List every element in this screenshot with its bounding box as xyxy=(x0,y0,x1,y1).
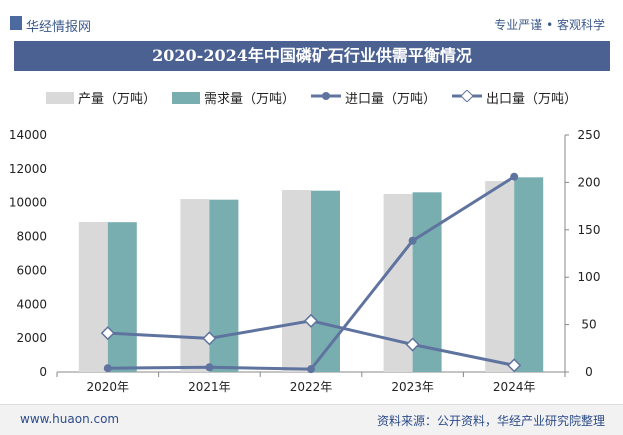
bar-production xyxy=(485,181,515,372)
legend: 产量（万吨） 需求量（万吨） 进口量（万吨） 出口量（万吨） xyxy=(0,88,623,107)
footer: www.huaon.com 资料来源：公开资料，华经产业研究院整理 xyxy=(0,404,623,435)
import-point xyxy=(103,364,112,373)
bar-production xyxy=(282,190,311,372)
right-tick-label: 100 xyxy=(578,270,601,284)
header: 华经情报网 专业严谨 • 客观科学 xyxy=(0,0,623,40)
legend-swatch xyxy=(171,91,200,104)
export-point xyxy=(507,358,522,373)
x-tick-label: 2024年 xyxy=(493,380,536,394)
bar-demand xyxy=(107,222,137,372)
bar-demand xyxy=(412,192,442,372)
x-tick-label: 2022年 xyxy=(290,380,333,394)
left-tick-label: 14000 xyxy=(9,128,47,142)
legend-label: 产量（万吨） xyxy=(77,92,156,107)
slogan: 专业严谨 • 客观科学 xyxy=(494,18,605,32)
export-point xyxy=(405,337,420,352)
left-tick-label: 0 xyxy=(39,365,47,379)
logo-icon xyxy=(10,16,22,30)
legend-item: 出口量（万吨） xyxy=(452,88,577,107)
right-tick-label: 50 xyxy=(581,318,596,332)
left-tick-label: 4000 xyxy=(16,297,47,311)
legend-item: 需求量（万吨） xyxy=(171,88,295,107)
left-tick-label: 12000 xyxy=(9,162,47,176)
right-tick-label: 0 xyxy=(585,365,593,379)
left-tick-label: 2000 xyxy=(16,331,47,345)
bar-demand xyxy=(209,199,239,372)
import-point xyxy=(205,363,214,372)
right-tick-label: 150 xyxy=(578,223,601,237)
bar-demand xyxy=(311,190,340,372)
footer-source: 资料来源：公开资料，华经产业研究院整理 xyxy=(376,414,605,428)
export-point xyxy=(202,331,217,346)
x-tick-label: 2023年 xyxy=(391,380,434,394)
legend-label: 进口量（万吨） xyxy=(345,92,437,107)
export-point xyxy=(100,326,115,341)
import-point xyxy=(408,236,417,245)
chart-svg: 0 2000 4000 6000 8000 10000 12000 14000 0 50 100 15… xyxy=(9,128,601,394)
chart-title: 2020-2024年中国磷矿石行业供需平衡情况 xyxy=(14,41,610,71)
left-tick-label: 8000 xyxy=(16,230,47,244)
x-tick-label: 2020年 xyxy=(87,380,130,394)
bar-demand xyxy=(514,177,544,372)
legend-swatch xyxy=(311,90,341,106)
footer-url[interactable]: www.huaon.com xyxy=(20,412,120,426)
right-tick-label: 250 xyxy=(578,128,601,142)
bar-production xyxy=(180,198,210,372)
brand: 华经情报网 xyxy=(26,20,92,35)
legend-swatch xyxy=(45,91,74,104)
import-point xyxy=(307,365,315,374)
legend-label: 出口量（万吨） xyxy=(486,92,578,107)
left-tick-label: 6000 xyxy=(16,263,47,277)
import-point xyxy=(510,172,519,181)
legend-item: 进口量（万吨） xyxy=(311,88,436,107)
legend-item: 产量（万吨） xyxy=(45,88,156,107)
x-tick-label: 2021年 xyxy=(188,380,231,394)
legend-label: 需求量（万吨） xyxy=(203,92,295,107)
bar-production xyxy=(78,222,108,372)
right-tick-label: 200 xyxy=(578,175,601,189)
legend-swatch xyxy=(452,88,483,106)
export-point xyxy=(303,313,319,328)
left-tick-label: 10000 xyxy=(9,196,47,210)
